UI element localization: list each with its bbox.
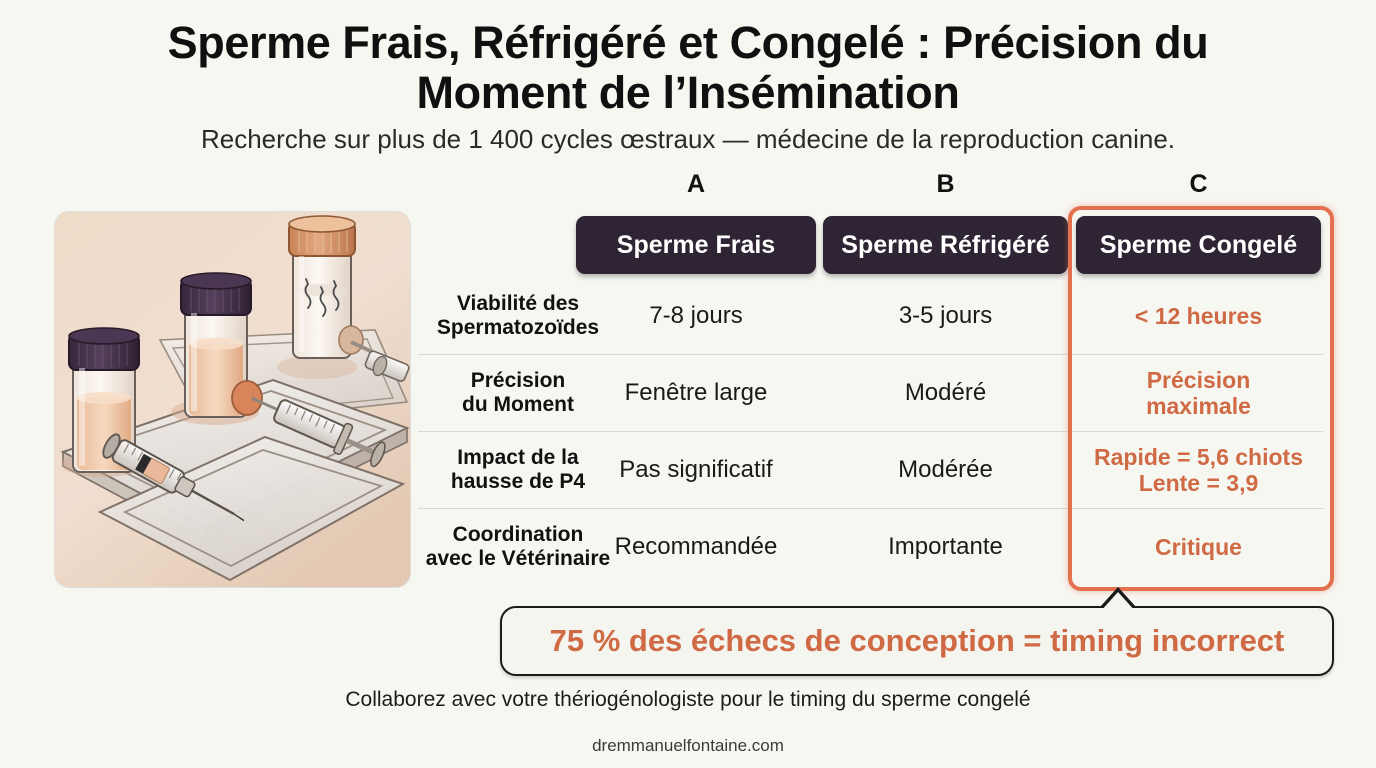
table-row: Coordination avec le Vétérinaire Recomma… [418,509,1323,585]
page-title: Sperme Frais, Réfrigéré et Congelé : Pré… [98,17,1278,119]
footer-website: dremmanuelfontaine.com [592,736,784,755]
page-header: Sperme Frais, Réfrigéré et Congelé : Pré… [0,17,1376,155]
page-subtitle: Recherche sur plus de 1 400 cycles œstra… [200,123,1176,154]
cell-viability-fresh: 7-8 jours [649,302,743,330]
cell-p4-fresh: Pas significatif [619,456,773,484]
column-letter-c: C [1189,170,1208,198]
callout-container: 75 % des échecs de conception = timing i… [500,587,1334,676]
column-letter-b: B [936,170,955,198]
illustration-vials-tray [55,212,410,587]
cell-precision-fresh: Fenêtre large [624,379,768,407]
table-body: Viabilité des Spermatozoïdes 7-8 jours 3… [418,278,1323,585]
cell-precision-frozen: Précision maximale [1146,366,1251,419]
column-header-chilled[interactable]: Sperme Réfrigéré [823,216,1068,274]
comparison-table: A B C Sperme Frais Sperme Réfrigéré Sper… [418,170,1334,591]
callout-banner: 75 % des échecs de conception = timing i… [500,606,1334,676]
cell-precision-chilled: Modéré [904,379,987,407]
cell-coordination-fresh: Recommandée [614,533,778,561]
page-title-line2: Moment de l’Insémination [416,67,960,119]
cell-coordination-frozen: Critique [1155,533,1242,560]
cell-viability-chilled: 3-5 jours [898,302,993,330]
row-label-timing-precision: Précision du Moment [462,368,574,416]
table-header-row: A B C Sperme Frais Sperme Réfrigéré Sper… [418,170,1323,278]
row-label-vet-coordination: Coordination avec le Vétérinaire [425,522,611,570]
callout-pointer-inner-icon [1100,592,1136,612]
column-letter-a: A [686,170,706,198]
table-row: Précision du Moment Fenêtre large Modéré… [418,355,1323,432]
callout-text: 75 % des échecs de conception = timing i… [549,623,1285,658]
cell-p4-chilled: Modérée [898,456,993,484]
illustration-svg [55,212,410,587]
cell-viability-frozen: < 12 heures [1134,302,1263,329]
row-label-p4-impact: Impact de la hausse de P4 [450,445,586,493]
row-label-viability: Viabilité des Spermatozoïdes [436,291,600,339]
cell-p4-frozen: Rapide = 5,6 chiots Lente = 3,9 [1094,443,1303,496]
column-header-fresh[interactable]: Sperme Frais [576,216,816,274]
caption-text: Collaborez avec votre thériogénologiste … [345,688,1031,711]
page-title-line1: Sperme Frais, Réfrigéré et Congelé : Pré… [167,17,1209,68]
table-row: Viabilité des Spermatozoïdes 7-8 jours 3… [418,278,1323,355]
table-row: Impact de la hausse de P4 Pas significat… [418,432,1323,509]
cell-coordination-chilled: Importante [888,533,1003,561]
column-header-frozen[interactable]: Sperme Congelé [1076,216,1321,274]
